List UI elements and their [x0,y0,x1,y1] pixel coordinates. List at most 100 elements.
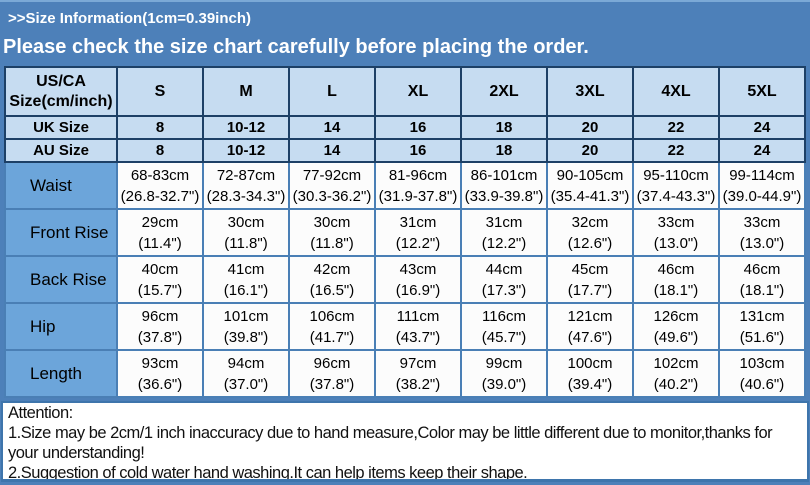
cm-value: 95-110cm [643,166,709,184]
cm-value: 121cm [567,307,613,325]
inch-value: (41.7") [309,328,355,346]
cm-value: 90-105cm [556,166,624,184]
back-rise-value-cell: 42cm (16.5") [288,255,376,304]
hip-value-cell: 126cm (49.6") [632,302,720,351]
row-label-uk-size: UK Size [4,115,118,140]
row-label-hip: Hip [4,302,118,351]
cm-value: 44cm [485,260,523,278]
hip-value-cell: 96cm (37.8") [116,302,204,351]
cm-value: 94cm [227,354,265,372]
cm-value: 30cm [313,213,351,231]
attention-note-box: Attention: 1.Size may be 2cm/1 inch inac… [1,401,809,482]
waist-value-cell: 68-83cm (26.8-32.7") [116,161,204,210]
size-column-header-xl: XL [374,66,462,117]
hip-value-cell: 116cm (45.7") [460,302,548,351]
back-rise-value-cell: 45cm (17.7") [546,255,634,304]
uk-size-value: 18 [460,115,548,140]
front-rise-row: Front Rise 29cm (11.4") 30cm (11.8") 30c… [4,208,806,257]
hip-value-cell: 131cm (51.6") [718,302,806,351]
inch-value: (16.9") [395,281,441,299]
uk-size-value: 16 [374,115,462,140]
inch-value: (28.3-34.3") [206,187,286,205]
inch-value: (31.9-37.8") [378,187,458,205]
cm-value: 86-101cm [470,166,538,184]
inch-value: (13.0") [653,234,699,252]
front-rise-value-cell: 31cm (12.2") [374,208,462,257]
cm-value: 96cm [313,354,351,372]
cm-value: 45cm [571,260,609,278]
cm-value: 126cm [653,307,699,325]
inch-value: (39.0-44.9") [722,187,802,205]
cm-value: 46cm [657,260,695,278]
hip-row: Hip 96cm (37.8") 101cm (39.8") 106cm (41… [4,302,806,351]
hip-value-cell: 121cm (47.6") [546,302,634,351]
uk-size-value: 24 [718,115,806,140]
row-label-au-size: AU Size [4,138,118,163]
cm-value: 30cm [227,213,265,231]
inch-value: (39.4") [567,375,613,393]
cm-value: 96cm [141,307,179,325]
au-size-value: 22 [632,138,720,163]
inch-value: (45.7") [481,328,527,346]
size-column-header-s: S [116,66,204,117]
corner-header-line1: US/CA [36,72,86,90]
cm-value: 111cm [396,307,440,325]
inch-value: (12.6") [567,234,613,252]
uk-size-value: 8 [116,115,204,140]
inch-value: (39.0") [481,375,527,393]
size-column-header-l: L [288,66,376,117]
inch-value: (16.1") [223,281,269,299]
inch-value: (39.8") [223,328,269,346]
attention-note-1: 1.Size may be 2cm/1 inch inaccuracy due … [8,424,773,462]
front-rise-value-cell: 33cm (13.0") [632,208,720,257]
au-size-value: 24 [718,138,806,163]
uk-size-value: 14 [288,115,376,140]
page-title: >>Size Information(1cm=0.39inch) [8,10,251,27]
size-header-row: US/CA Size(cm/inch) S M L XL 2XL 3XL 4XL… [4,66,806,117]
cm-value: 106cm [309,307,355,325]
cm-value: 116cm [482,307,526,325]
front-rise-value-cell: 30cm (11.8") [202,208,290,257]
inch-value: (40.6") [739,375,785,393]
row-label-front-rise: Front Rise [4,208,118,257]
back-rise-value-cell: 41cm (16.1") [202,255,290,304]
inch-value: (37.8") [137,328,183,346]
cm-value: 41cm [227,260,265,278]
inch-value: (38.2") [395,375,441,393]
attention-note-2: 2.Suggestion of cold water hand washing.… [8,464,528,482]
back-rise-row: Back Rise 40cm (15.7") 41cm (16.1") 42cm… [4,255,806,304]
hip-value-cell: 111cm (43.7") [374,302,462,351]
size-column-header-3xl: 3XL [546,66,634,117]
length-value-cell: 97cm (38.2") [374,349,462,398]
check-size-chart-banner: Please check the size chart carefully be… [3,36,589,58]
back-rise-value-cell: 44cm (17.3") [460,255,548,304]
au-size-value: 8 [116,138,204,163]
inch-value: (13.0") [739,234,785,252]
inch-value: (15.7") [137,281,183,299]
front-rise-value-cell: 31cm (12.2") [460,208,548,257]
inch-value: (16.5") [309,281,355,299]
inch-value: (51.6") [739,328,785,346]
hip-value-cell: 101cm (39.8") [202,302,290,351]
inch-value: (17.7") [567,281,613,299]
size-column-header-2xl: 2XL [460,66,548,117]
inch-value: (37.4-43.3") [636,187,716,205]
inch-value: (12.2") [395,234,441,252]
cm-value: 33cm [657,213,695,231]
au-size-value: 10-12 [202,138,290,163]
size-column-header-4xl: 4XL [632,66,720,117]
length-value-cell: 99cm (39.0") [460,349,548,398]
inch-value: (18.1") [739,281,785,299]
inch-value: (12.2") [481,234,527,252]
cm-value: 42cm [313,260,351,278]
au-size-value: 18 [460,138,548,163]
cm-value: 68-83cm [130,166,190,184]
waist-row: Waist 68-83cm (26.8-32.7") 72-87cm (28.3… [4,161,806,210]
waist-value-cell: 72-87cm (28.3-34.3") [202,161,290,210]
cm-value: 99cm [485,354,523,372]
inch-value: (18.1") [653,281,699,299]
cm-value: 103cm [739,354,785,372]
length-value-cell: 93cm (36.6") [116,349,204,398]
front-rise-value-cell: 32cm (12.6") [546,208,634,257]
